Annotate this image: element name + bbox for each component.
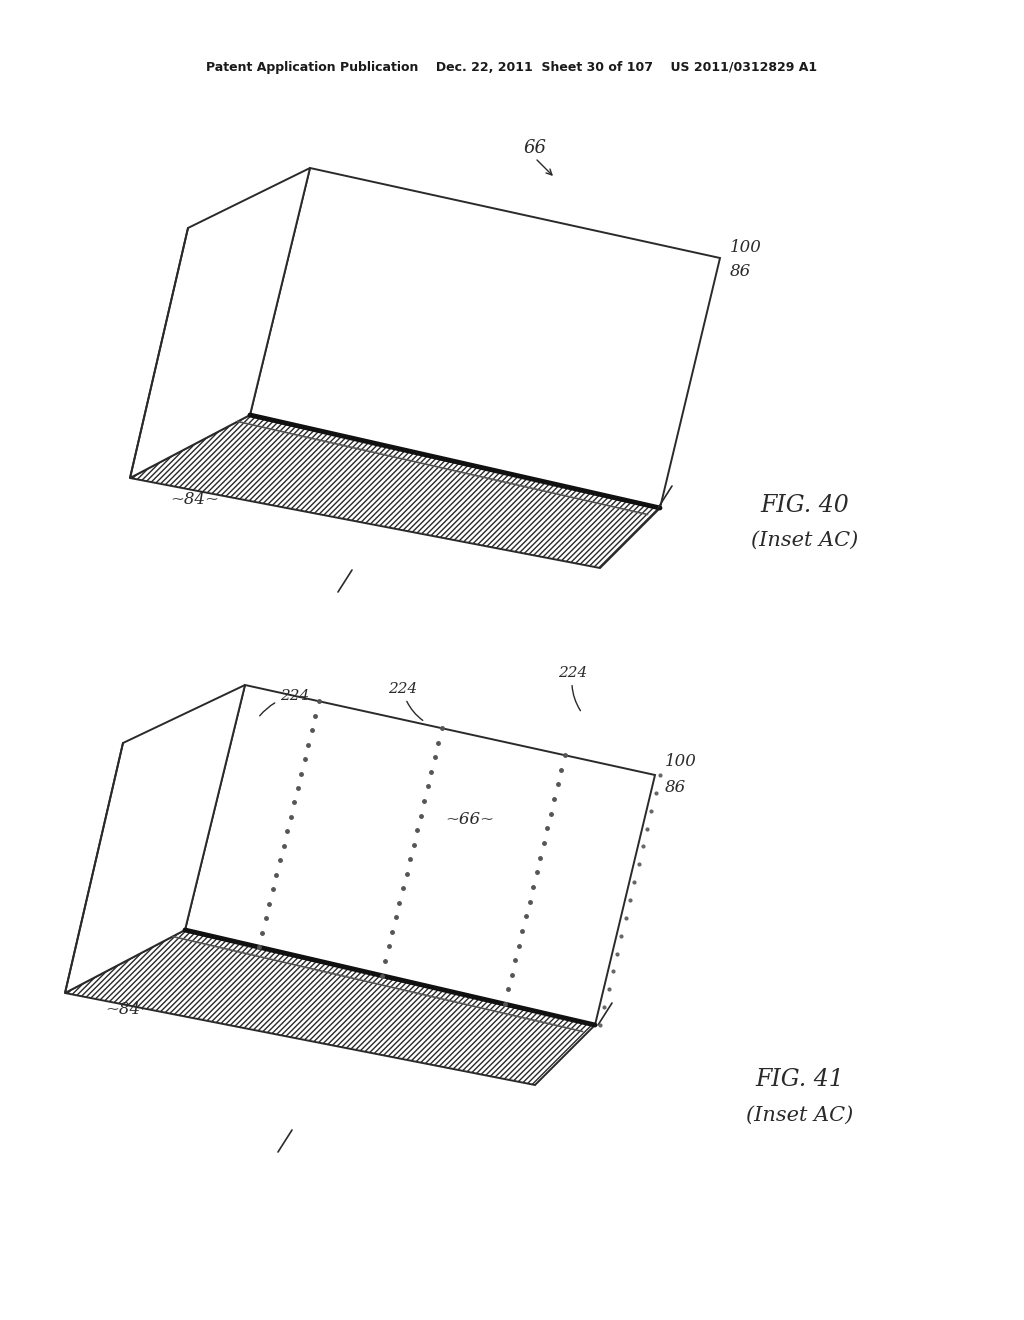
Text: 100: 100 [665, 754, 697, 771]
Text: 86: 86 [730, 264, 752, 281]
Text: (Inset AC): (Inset AC) [752, 531, 859, 549]
Text: ~84~: ~84~ [171, 491, 219, 508]
Polygon shape [65, 685, 245, 993]
Polygon shape [250, 168, 720, 508]
Text: 224: 224 [558, 667, 587, 710]
Polygon shape [130, 168, 310, 478]
Text: ~66~: ~66~ [445, 812, 495, 829]
Polygon shape [65, 931, 595, 1085]
Text: 224: 224 [388, 682, 423, 721]
Text: FIG. 40: FIG. 40 [761, 494, 849, 516]
Text: FIG. 41: FIG. 41 [756, 1068, 845, 1092]
Polygon shape [185, 685, 655, 1026]
Text: (Inset AC): (Inset AC) [746, 1106, 854, 1125]
Text: 100: 100 [730, 239, 762, 256]
Text: 224: 224 [260, 689, 309, 715]
Text: 86: 86 [665, 779, 686, 796]
Text: Patent Application Publication    Dec. 22, 2011  Sheet 30 of 107    US 2011/0312: Patent Application Publication Dec. 22, … [207, 62, 817, 74]
Text: 66: 66 [523, 139, 547, 157]
Text: ~84~: ~84~ [105, 1002, 155, 1019]
Polygon shape [130, 414, 660, 568]
